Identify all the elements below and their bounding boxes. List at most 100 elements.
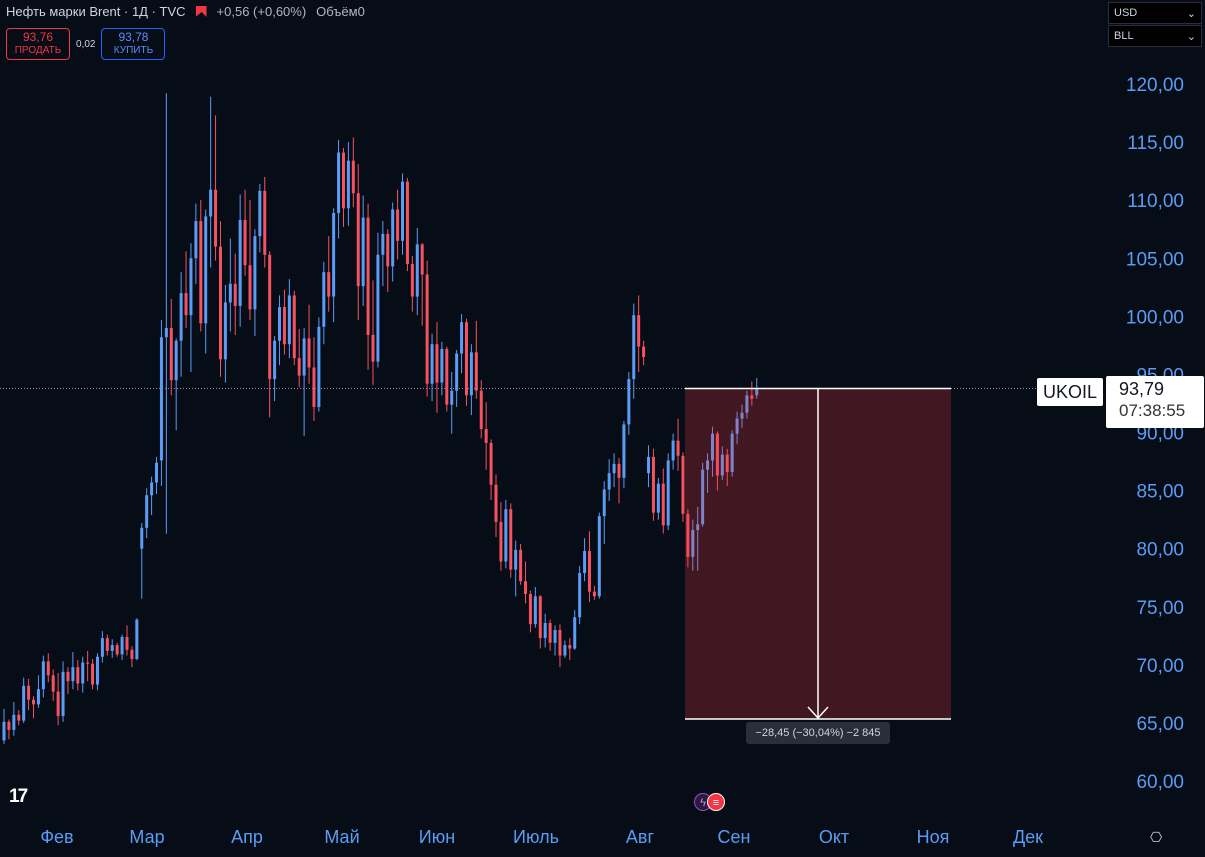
last-price-value: 93,79 <box>1119 379 1165 399</box>
candle-body <box>656 483 660 513</box>
price-axis[interactable]: 60,0065,0070,0075,0080,0085,0090,0095,00… <box>1126 75 1184 793</box>
candle-body <box>61 671 65 716</box>
candle-body <box>322 272 326 327</box>
price-tick-label: 65,00 <box>1136 714 1184 735</box>
candle-body <box>36 689 40 705</box>
sell-button[interactable]: 93,76 ПРОДАТЬ <box>6 28 70 60</box>
unit-dropdown[interactable]: BLL ⌄ <box>1108 25 1202 47</box>
tradingview-logo-icon[interactable]: 17 <box>9 786 28 807</box>
candle-body <box>553 629 557 643</box>
candle-body <box>346 160 350 209</box>
candle-body <box>460 322 464 354</box>
candle-body <box>710 433 714 461</box>
flag-icon[interactable] <box>195 6 207 17</box>
time-tick-label: Ноя <box>917 827 950 847</box>
candle-body <box>51 675 55 692</box>
candle-body <box>725 454 729 473</box>
candle-body <box>568 645 572 649</box>
candle-body <box>228 283 232 303</box>
candle-body <box>253 236 257 310</box>
buy-button[interactable]: 93,78 КУПИТЬ <box>101 28 166 60</box>
candle-body <box>543 623 547 639</box>
candle-body <box>386 233 390 267</box>
candle-body <box>573 617 577 649</box>
candle-body <box>396 209 400 241</box>
chart-header: Нефть марки Brent · 1Д · TVC +0,56 (+0,6… <box>6 4 365 19</box>
candle-body <box>199 221 203 324</box>
candle-body <box>735 418 739 434</box>
candle-body <box>450 390 454 405</box>
candle-body <box>607 473 611 490</box>
candle-body <box>514 549 518 570</box>
trade-panel: 93,76 ПРОДАТЬ 0,02 93,78 КУПИТЬ <box>6 28 166 60</box>
settings-icon[interactable]: ⎔ <box>1150 829 1163 845</box>
price-tick-label: 90,00 <box>1136 424 1184 445</box>
candle-body <box>91 663 95 685</box>
time-tick-label: Май <box>324 827 359 847</box>
candle-body <box>164 327 168 338</box>
candle-body <box>479 390 483 430</box>
price-tick-label: 100,00 <box>1126 307 1184 328</box>
time-axis[interactable]: Фев Мар Апр Май Июн Июль Авг Сен Окт Ноя Дек <box>40 827 1043 847</box>
symbol-title[interactable]: Нефть марки Brent · 1Д · TVC <box>6 4 186 19</box>
candle-body <box>597 516 601 597</box>
candle-body <box>661 483 665 526</box>
price-tick-label: 105,00 <box>1126 249 1184 270</box>
candle-body <box>282 307 286 345</box>
candle-body <box>32 699 36 705</box>
candle-body <box>27 685 31 700</box>
candle-body <box>686 513 690 557</box>
candle-body <box>401 181 405 241</box>
candle-body <box>691 530 695 557</box>
candle-body <box>524 581 528 594</box>
candle-body <box>627 379 631 425</box>
candle-body <box>81 662 85 684</box>
candle-body <box>750 395 754 399</box>
candle-body <box>617 463 621 478</box>
candle-body <box>676 440 680 456</box>
price-change: +0,56 (+0,60%) <box>216 4 307 19</box>
candle-body <box>622 424 626 478</box>
buy-price: 93,78 <box>118 30 149 44</box>
candle-body <box>351 160 355 194</box>
candle-body <box>125 636 129 650</box>
candle-body <box>95 656 99 685</box>
measure-tool[interactable] <box>685 387 951 720</box>
time-tick-label: Июн <box>419 827 455 847</box>
candle-body <box>238 219 242 306</box>
bar-countdown: 07:38:55 <box>1119 401 1186 420</box>
candle-body <box>469 352 473 396</box>
candle-body <box>155 462 159 483</box>
spread-value: 0,02 <box>76 38 96 50</box>
price-tick-label: 60,00 <box>1136 772 1184 793</box>
price-tick-label: 80,00 <box>1136 540 1184 561</box>
chevron-down-icon: ⌄ <box>1186 7 1196 20</box>
candle-body <box>100 638 104 657</box>
candle-body <box>528 593 532 625</box>
price-tick-label: 85,00 <box>1136 482 1184 503</box>
currency-dropdown[interactable]: USD ⌄ <box>1108 2 1202 24</box>
candle-body <box>130 649 134 660</box>
candle-body <box>194 221 198 259</box>
chevron-down-icon: ⌄ <box>1186 30 1196 43</box>
sell-price: 93,76 <box>22 30 54 44</box>
candle-body <box>46 661 50 676</box>
candle-body <box>405 181 409 265</box>
candle-body <box>248 265 252 310</box>
candle-body <box>583 551 587 574</box>
candle-body <box>307 338 311 368</box>
price-tick-label: 70,00 <box>1136 656 1184 677</box>
candle-body <box>7 721 11 730</box>
candle-body <box>558 629 562 656</box>
candle-body <box>71 667 75 682</box>
candle-body <box>445 348 449 405</box>
candle-body <box>391 209 395 267</box>
us-flag-icon[interactable]: ≡ <box>707 793 725 811</box>
candle-body <box>376 254 380 362</box>
measure-result-label: −28,45 (−30,04%) −2 845 <box>746 722 890 744</box>
candle-body <box>17 714 21 721</box>
candle-body <box>292 295 296 359</box>
candle-body <box>209 189 213 217</box>
candle-body <box>425 274 429 384</box>
